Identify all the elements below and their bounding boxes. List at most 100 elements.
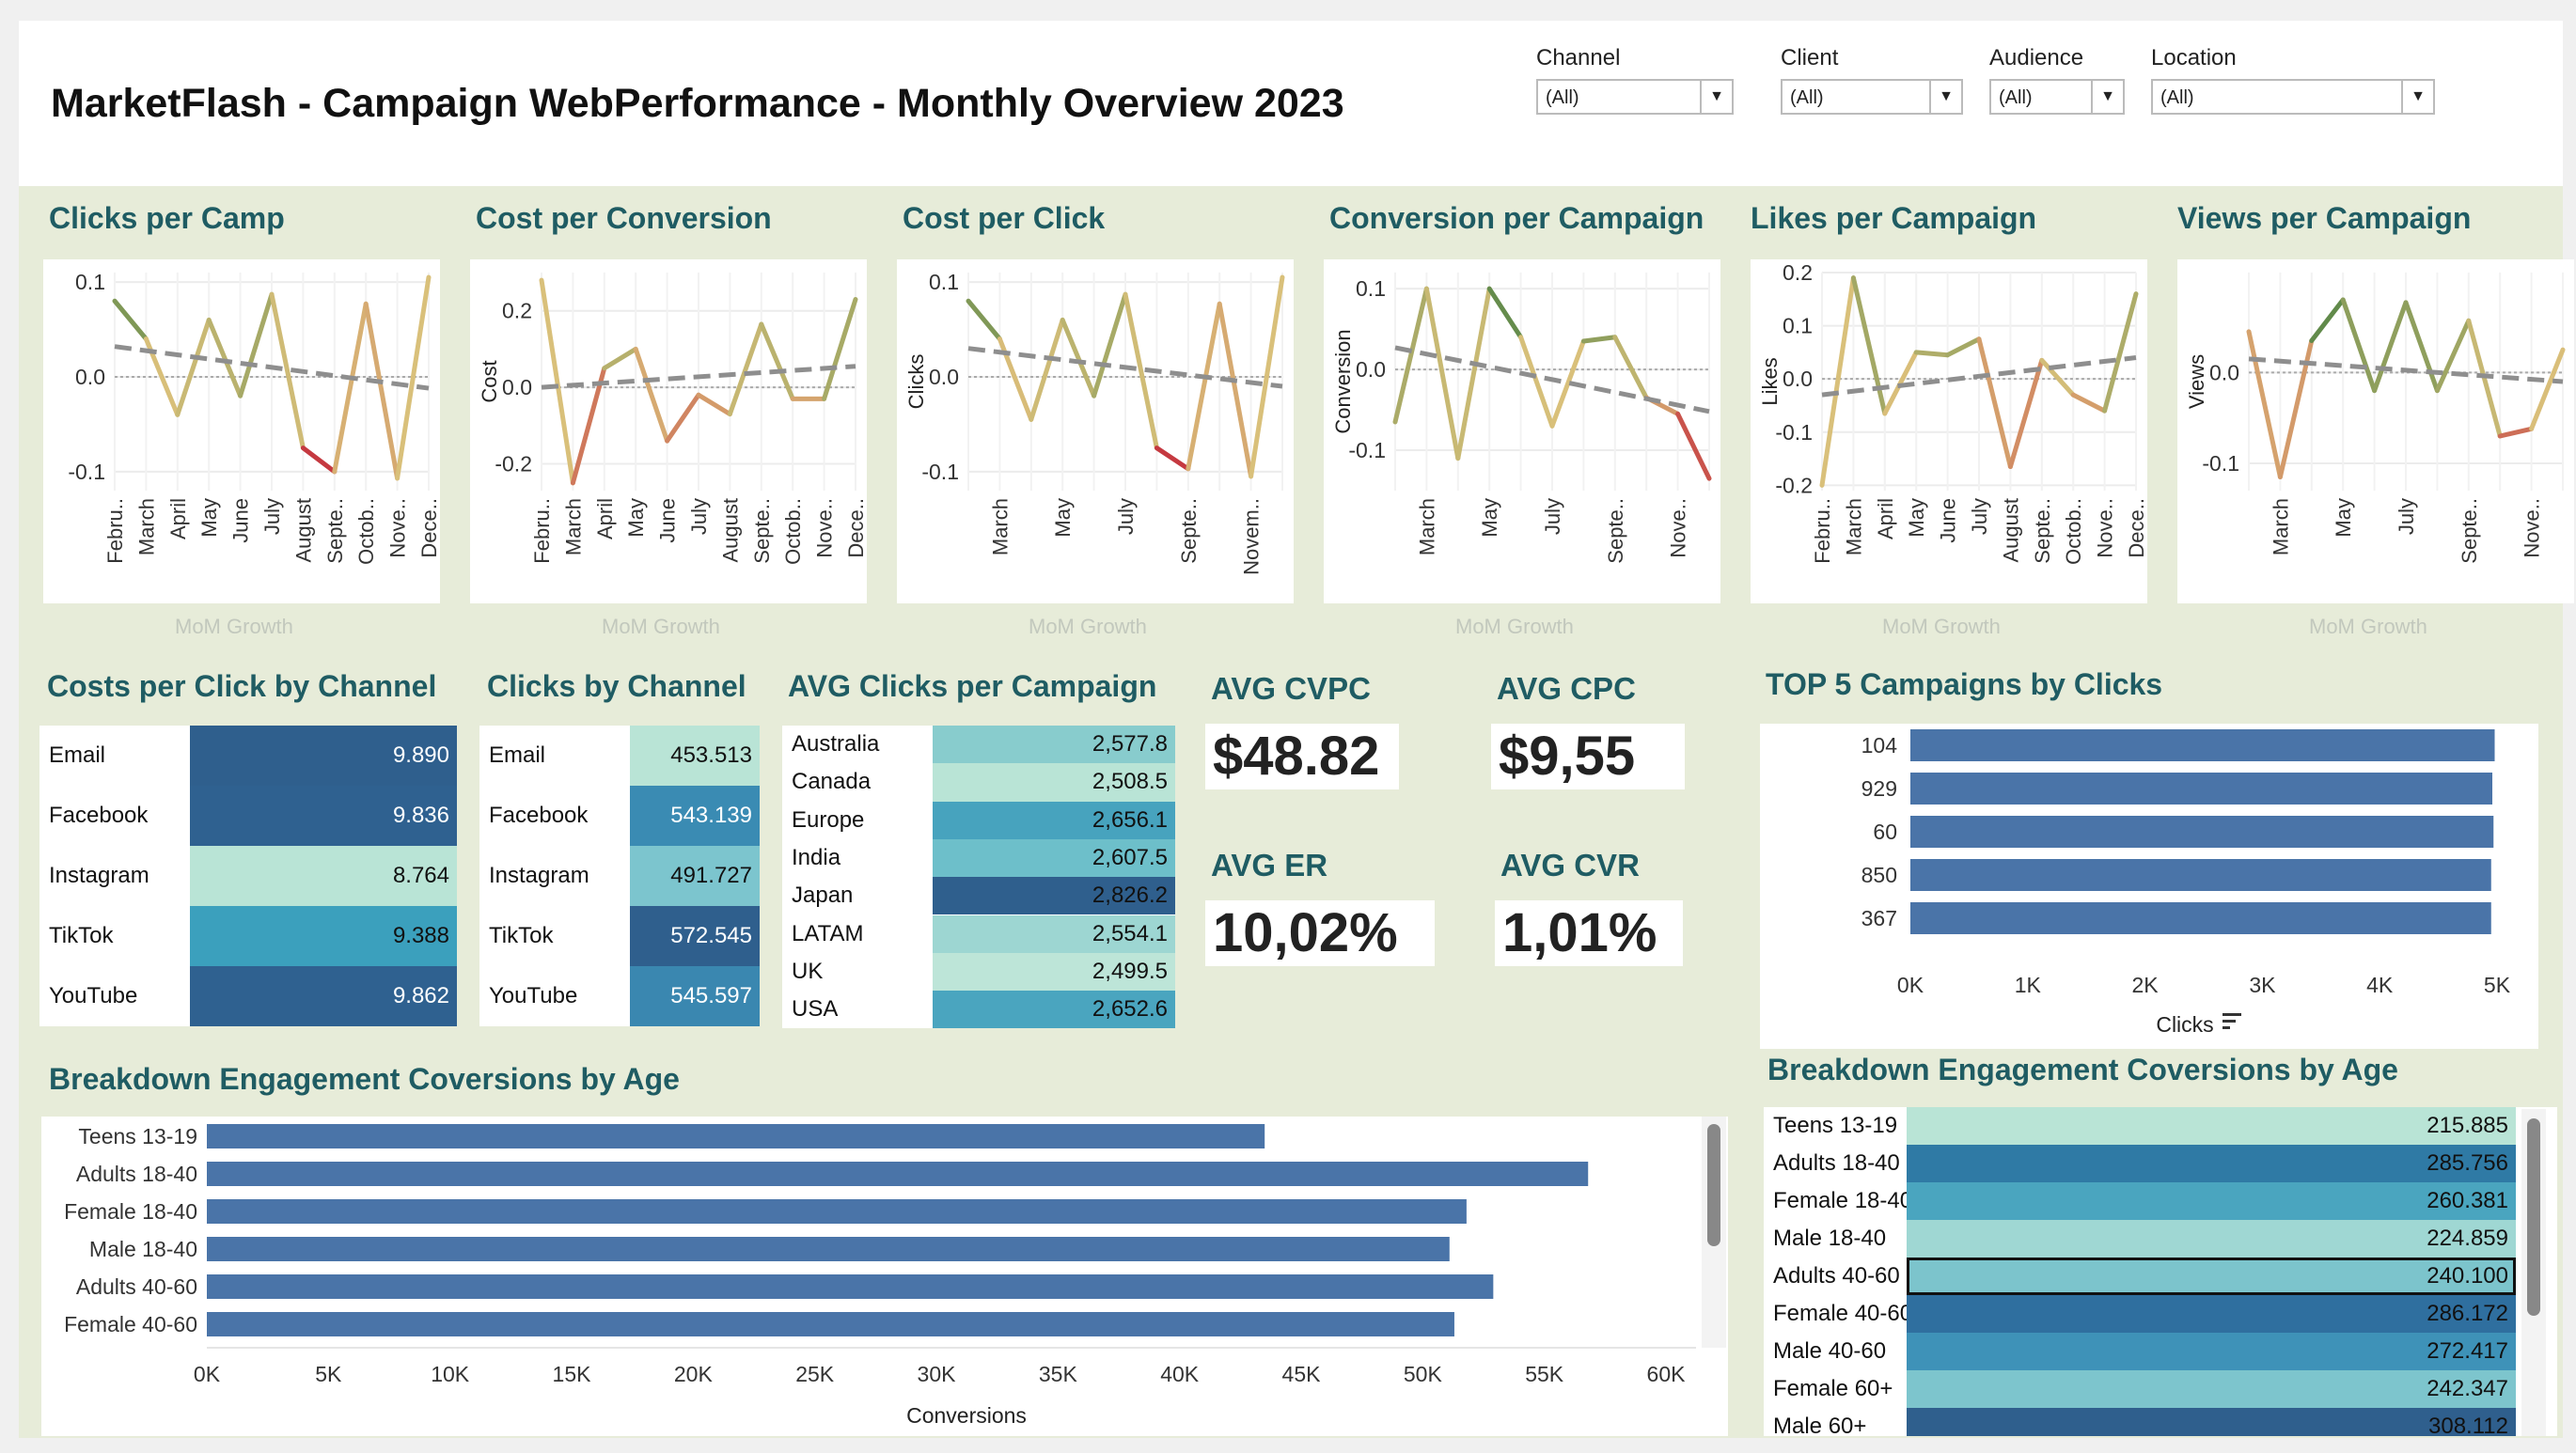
kpi-cpc-value: $9,55: [1491, 724, 1685, 789]
bar: [1910, 859, 2491, 891]
category-label: 367: [1861, 906, 1897, 930]
row-label: Europe: [792, 806, 865, 833]
series-line-segment: [1092, 291, 1128, 398]
y-tick-label: 0.2: [502, 299, 532, 323]
x-tick-label: Nove..: [813, 498, 837, 558]
table-row[interactable]: USA 2,652.6: [782, 991, 1175, 1029]
table-row[interactable]: Japan 2,826.2: [782, 877, 1175, 915]
table-row[interactable]: TikTok 572.545: [479, 906, 760, 966]
client-dropdown[interactable]: (All) ▼: [1781, 79, 1963, 115]
table-row[interactable]: Canada 2,508.5: [782, 763, 1175, 802]
scrollbar[interactable]: [1702, 1117, 1726, 1348]
series-line-segment: [1123, 291, 1159, 451]
row-label: Male 60+: [1773, 1414, 1867, 1436]
table-row[interactable]: Male 40-60 272.417: [1764, 1333, 2516, 1370]
row-label: Adults 18-40: [1773, 1150, 1900, 1176]
table-row[interactable]: Facebook 543.139: [479, 786, 760, 846]
chevron-down-icon[interactable]: ▼: [1929, 81, 1961, 113]
category-label: Female 40-60: [64, 1312, 197, 1336]
mini-chart-svg: 0.0 -0.1 Views March May July Septe.. Nove..: [2185, 273, 2566, 564]
series-line-segment: [2466, 318, 2503, 439]
series-line-segment: [1850, 275, 1888, 416]
row-label: Email: [489, 742, 546, 768]
series-line-segment: [665, 392, 701, 444]
row-value: 2,652.6: [933, 991, 1175, 1029]
mini-chart: 0.0 -0.1 Views March May July Septe.. Nove..: [2177, 259, 2574, 603]
row-value: 453.513: [630, 726, 760, 786]
table-row[interactable]: YouTube 545.597: [479, 966, 760, 1026]
x-tick-label: Febru..: [530, 498, 554, 564]
row-label: Facebook: [489, 803, 589, 828]
location-dropdown[interactable]: (All) ▼: [2151, 79, 2435, 115]
bar: [207, 1162, 1589, 1186]
row-value: 240.100: [1907, 1258, 2516, 1295]
chevron-down-icon[interactable]: ▼: [2401, 81, 2433, 113]
row-label: Female 40-60: [1773, 1301, 1913, 1326]
x-tick-label: 2K: [2132, 973, 2160, 997]
table-row[interactable]: TikTok 9.388: [39, 906, 457, 966]
table-row[interactable]: Teens 13-19 215.885: [1764, 1107, 2516, 1145]
scrollbar-thumb[interactable]: [1707, 1124, 1720, 1246]
series-line-segment: [1392, 286, 1429, 425]
channel-dropdown[interactable]: (All) ▼: [1536, 79, 1734, 115]
table-row[interactable]: Male 18-40 224.859: [1764, 1220, 2516, 1258]
series-line-segment: [2529, 347, 2566, 431]
age-bar-svg: Teens 13-19 Adults 18-40 Female 18-40 Male …: [64, 1124, 1696, 1428]
table-row[interactable]: Adults 40-60 240.100: [1764, 1258, 2516, 1295]
table-row[interactable]: Europe 2,656.1: [782, 801, 1175, 839]
chevron-down-icon[interactable]: ▼: [1700, 81, 1732, 113]
trend-line: [541, 364, 856, 390]
row-value: 2,577.8: [933, 726, 1175, 764]
row-value: 2,607.5: [933, 838, 1175, 878]
kpi-cpc-title: AVG CPC: [1497, 671, 1636, 706]
table-row[interactable]: India 2,607.5: [782, 838, 1175, 878]
series-line-segment: [539, 277, 575, 486]
series-line-segment: [269, 291, 306, 451]
table-row[interactable]: Australia 2,577.8: [782, 726, 1175, 764]
x-tick-label: July: [687, 498, 711, 535]
table-row[interactable]: Email 9.890: [39, 726, 457, 786]
dropdown-value: (All): [2160, 87, 2194, 108]
series-line-segment: [2403, 300, 2440, 394]
series-line-segment: [570, 366, 607, 486]
series-line-segment: [112, 298, 149, 342]
filter-label: Channel: [1536, 45, 1621, 70]
trend-line: [114, 344, 430, 391]
scrollbar-thumb[interactable]: [2527, 1118, 2540, 1316]
row-label: TikTok: [49, 923, 114, 948]
y-tick-label: -0.1: [2202, 451, 2239, 476]
series-line-segment: [2070, 392, 2108, 414]
row-value: 242.347: [1907, 1370, 2516, 1408]
series-line-segment: [2497, 426, 2535, 439]
series-line-segment: [1913, 350, 1951, 358]
table-row[interactable]: Adults 18-40 285.756: [1764, 1145, 2516, 1182]
clicks-by-channel-title: Clicks by Channel: [487, 669, 746, 703]
table-row[interactable]: Facebook 9.836: [39, 786, 457, 846]
series-line-segment: [1154, 445, 1191, 472]
audience-dropdown[interactable]: (All) ▼: [1989, 79, 2125, 115]
table-row[interactable]: LATAM 2,554.1: [782, 914, 1175, 953]
kpi-cvpc-title: AVG CVPC: [1211, 671, 1371, 706]
x-tick-label: June: [1937, 498, 1960, 543]
table-row[interactable]: Instagram 491.727: [479, 846, 760, 906]
table-row[interactable]: UK 2,499.5: [782, 952, 1175, 992]
mini-chart-footer: MoM Growth: [175, 615, 293, 638]
table-row[interactable]: Female 18-40 260.381: [1764, 1182, 2516, 1220]
table-row[interactable]: YouTube 9.862: [39, 966, 457, 1026]
table-row[interactable]: Female 40-60 286.172: [1764, 1295, 2516, 1333]
bar: [1910, 773, 2493, 805]
table-row[interactable]: Email 453.513: [479, 726, 760, 786]
age-table-scrollbar[interactable]: [2521, 1109, 2546, 1436]
series-line-segment: [395, 274, 432, 481]
table-row[interactable]: Female 60+ 242.347: [1764, 1370, 2516, 1408]
x-tick-label: 20K: [674, 1362, 714, 1386]
mini-chart-title: Clicks per Camp: [49, 201, 285, 235]
table-row[interactable]: Male 60+ 308.112: [1764, 1408, 2516, 1436]
series-line-segment: [332, 301, 369, 475]
series-line-segment: [1060, 317, 1097, 398]
age-bar-chart: Teens 13-19 Adults 18-40 Female 18-40 Male …: [41, 1117, 1728, 1436]
category-label: Adults 18-40: [76, 1162, 197, 1186]
chevron-down-icon[interactable]: ▼: [2091, 81, 2123, 113]
x-tick-label: March: [1842, 498, 1865, 555]
table-row[interactable]: Instagram 8.764: [39, 846, 457, 906]
